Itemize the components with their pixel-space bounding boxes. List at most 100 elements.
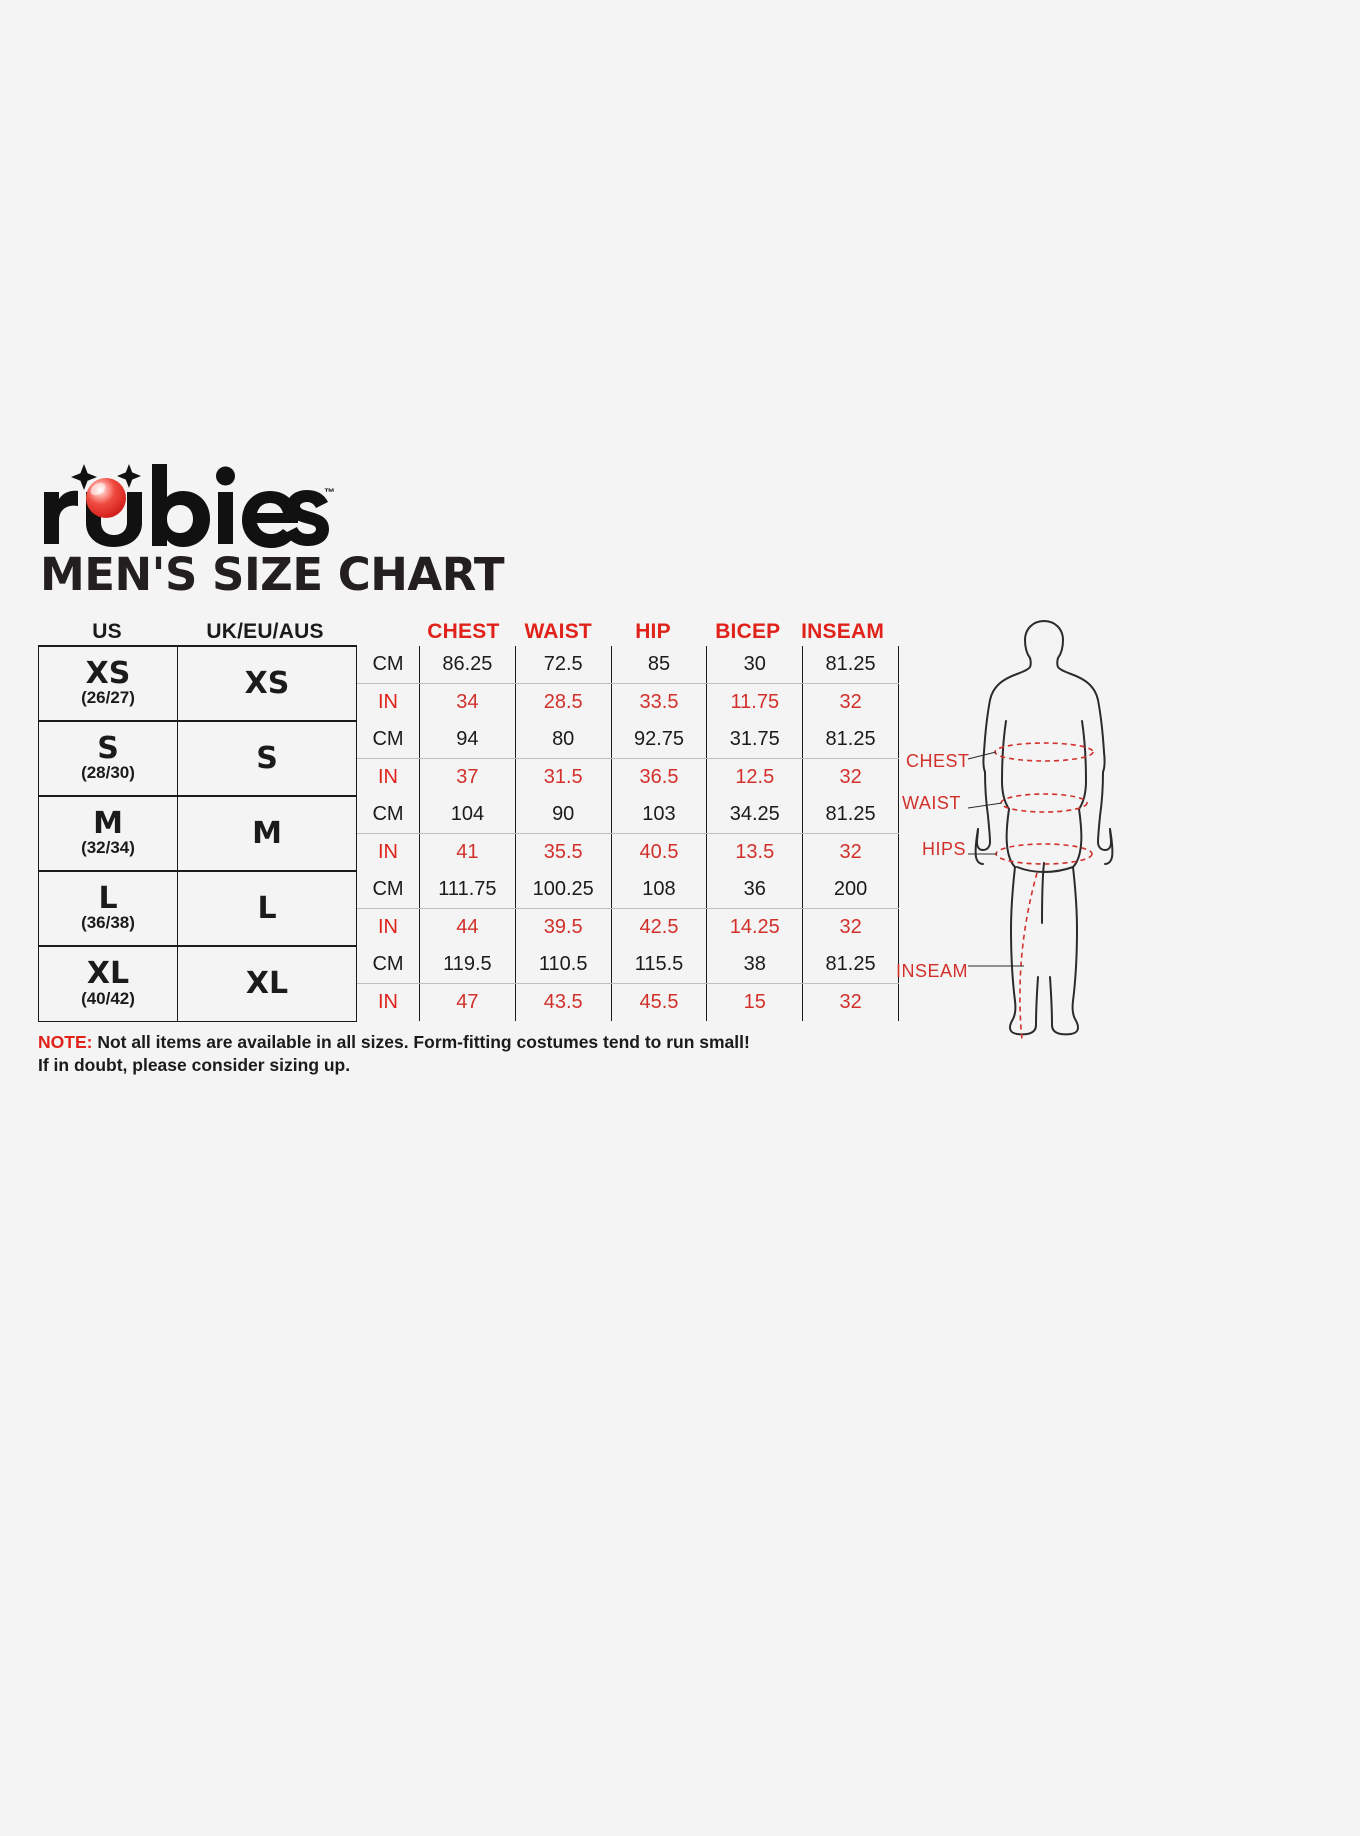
cell-unit-in: IN [356, 983, 420, 1021]
silhouette-arm-inner-left [1001, 720, 1010, 810]
silhouette-hand-left [974, 828, 984, 865]
cell-hip-cm: 103 [610, 796, 708, 834]
column-header-chest: CHEST [427, 620, 500, 643]
note-block: NOTE: Not all items are available in all… [38, 1031, 890, 1078]
column-header-waist: WAIST [524, 620, 592, 643]
cell-unit-in: IN [356, 833, 420, 871]
cell-us-size: M (32/34) [38, 795, 178, 872]
cell-us-size: XL (40/42) [38, 945, 178, 1022]
silhouette-leg-right [1049, 866, 1080, 1036]
cell-chest-in: 41 [419, 833, 516, 871]
cell-unit-in: IN [356, 758, 420, 796]
us-size-range: (28/30) [81, 763, 135, 783]
male-silhouette-svg [967, 620, 1114, 1040]
cell-waist-in: 31.5 [514, 758, 612, 796]
cell-uk-size: S [177, 720, 357, 797]
note-text-1: Not all items are available in all sizes… [92, 1031, 750, 1052]
column-header-uk-eu-aus: UK/EU/AUS [206, 620, 324, 643]
size-table-container: US UK/EU/AUS CHEST WAIST HIP BICEP INSEA… [38, 611, 899, 1078]
us-size-main: L [98, 880, 118, 916]
cell-uk-size: XS [177, 645, 357, 722]
cell-inseam-cm: 81.25 [802, 796, 899, 834]
waist-leader-line [967, 802, 1003, 809]
note-line-2: If in doubt, please consider sizing up. [38, 1055, 351, 1076]
silhouette-head-left [1016, 620, 1045, 675]
note-line-1: NOTE: Not all items are available in all… [38, 1031, 890, 1055]
column-header-bicep: BICEP [715, 620, 781, 643]
table-row: S (28/30) S CM 94 80 92.75 31.75 81.25 [38, 720, 899, 797]
cell-waist-cm: 110.5 [514, 946, 612, 984]
table-row: IN 34 28.5 33.5 11.75 32 [39, 683, 899, 721]
cell-inseam-in: 32 [802, 983, 899, 1021]
body-measurement-figure: CHEST WAIST HIPS INSEAM [896, 611, 1156, 1041]
cell-unit-cm: CM [356, 721, 420, 759]
us-size-range: (40/42) [81, 988, 135, 1008]
table-row: XL (40/42) XL CM 119.5 110.5 115.5 38 8 [38, 945, 899, 1022]
cell-unit-cm: CM [356, 646, 420, 684]
cell-inseam-cm: 81.25 [802, 646, 899, 684]
table-row: IN 41 35.5 40.5 13.5 32 [39, 833, 899, 871]
cell-bicep-cm: 34.25 [706, 796, 804, 834]
silhouette-arm-left [976, 771, 991, 851]
us-size-main: M [93, 805, 123, 841]
cell-hip-cm: 115.5 [610, 946, 708, 984]
us-size-main: XL [86, 956, 130, 992]
cell-chest-in: 34 [419, 683, 516, 721]
cell-chest-cm: 86.25 [419, 646, 516, 684]
cell-bicep-in: 13.5 [706, 833, 804, 871]
cell-unit-in: IN [356, 908, 420, 946]
cell-bicep-cm: 30 [706, 646, 804, 684]
column-header-inseam: INSEAM [801, 620, 885, 643]
cell-waist-in: 28.5 [514, 683, 612, 721]
chart-content: ™ MEN'S SIZE CHART US UK/EU/AUS CHEST WA… [38, 462, 1153, 1078]
cell-hip-cm: 85 [610, 646, 708, 684]
cell-inseam-cm: 81.25 [802, 721, 899, 759]
cell-waist-in: 39.5 [514, 908, 612, 946]
silhouette-arm-inner-right [1078, 720, 1087, 810]
cell-hip-in: 36.5 [610, 758, 708, 796]
cell-chest-cm: 119.5 [419, 946, 516, 984]
silhouette-shoulder-right [1070, 673, 1106, 773]
cell-unit-in: IN [356, 683, 420, 721]
cell-chest-in: 47 [419, 983, 516, 1021]
cell-bicep-cm: 38 [706, 946, 804, 984]
cell-waist-cm: 100.25 [514, 871, 612, 909]
cell-inseam-in: 32 [802, 833, 899, 871]
trademark-mark: ™ [324, 487, 335, 499]
note-label: NOTE: [38, 1031, 93, 1052]
cell-uk-size: L [177, 870, 357, 947]
silhouette-leg-left [1008, 866, 1039, 1036]
waist-measure-band [1000, 793, 1088, 813]
ruby-gem-icon [86, 478, 126, 518]
figure-label-hips: HIPS [922, 839, 967, 859]
cell-chest-in: 37 [419, 758, 516, 796]
table-row: IN 37 31.5 36.5 12.5 32 [39, 758, 899, 796]
cell-chest-cm: 111.75 [419, 871, 516, 909]
cell-unit-cm: CM [356, 946, 420, 984]
figure-label-inseam: INSEAM [896, 961, 969, 981]
cell-bicep-in: 11.75 [706, 683, 804, 721]
cell-waist-cm: 90 [514, 796, 612, 834]
cell-bicep-in: 12.5 [706, 758, 804, 796]
cell-chest-in: 44 [419, 908, 516, 946]
us-size-range: (36/38) [81, 913, 135, 933]
figure-label-chest: CHEST [906, 751, 970, 771]
column-header-us: US [92, 620, 122, 643]
table-row: M (32/34) M CM 104 90 103 34.25 81.25 [38, 795, 899, 872]
cell-us-size: L (36/38) [38, 870, 178, 947]
us-size-range: (32/34) [81, 838, 135, 858]
rubies-logo: ™ [40, 462, 1153, 550]
cell-unit-cm: CM [356, 871, 420, 909]
silhouette-head-right [1043, 620, 1072, 675]
chest-leader-line [967, 751, 997, 760]
us-size-main: S [97, 730, 119, 766]
figure-label-waist: WAIST [902, 793, 961, 813]
cell-bicep-in: 15 [706, 983, 804, 1021]
silhouette-shoulder-left [982, 673, 1018, 773]
cell-waist-cm: 72.5 [514, 646, 612, 684]
cell-inseam-in: 32 [802, 683, 899, 721]
chest-measure-band [994, 742, 1094, 762]
table-row: L (36/38) L CM 111.75 100.25 108 36 200 [38, 870, 899, 947]
silhouette-waist-left [1005, 808, 1016, 868]
